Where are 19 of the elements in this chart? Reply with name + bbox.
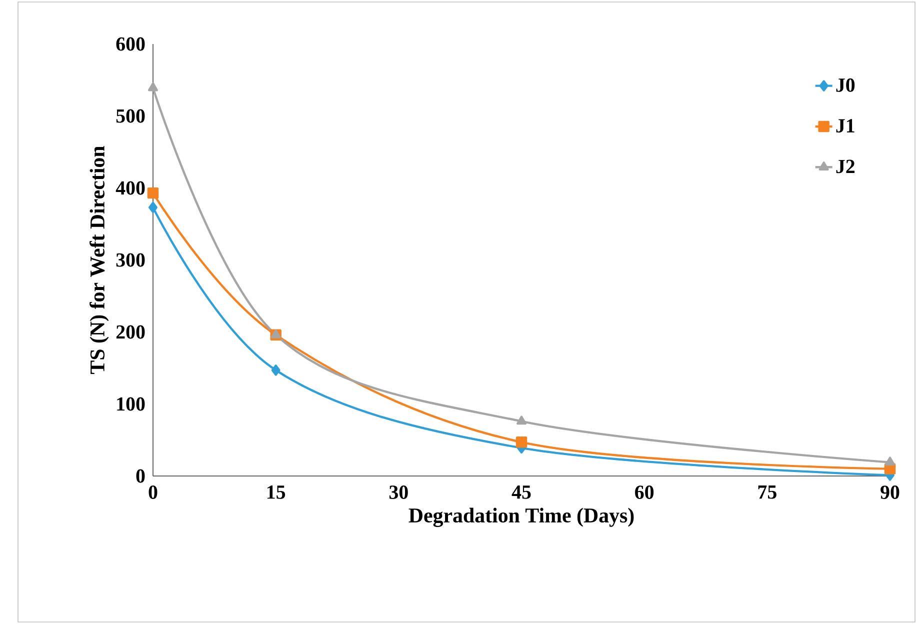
y-tick-label: 600	[116, 37, 145, 51]
x-tick-label: 75	[758, 486, 776, 499]
x-tick-label: 60	[635, 486, 654, 499]
x-axis-title: Degradation Time (Days)	[408, 508, 634, 527]
y-tick-label: 300	[116, 253, 145, 267]
legend-label: J1	[836, 119, 854, 132]
x-tick-label: 45	[512, 486, 531, 499]
y-tick-label: 100	[117, 397, 145, 411]
x-tick-label: 15	[267, 486, 286, 499]
legend-label: J0	[836, 78, 855, 92]
legend-label: J2	[836, 160, 854, 174]
y-tick-label: 200	[116, 325, 145, 339]
x-tick-label: 90	[880, 486, 900, 499]
x-tick-label: 0	[148, 486, 158, 499]
x-tick-label: 30	[389, 486, 408, 499]
y-tick-label: 500	[116, 109, 145, 123]
y-tick-label: 0	[136, 469, 145, 483]
y-axis-title: TS (N) for Weft Direction	[90, 146, 109, 374]
y-tick-label: 400	[116, 181, 145, 195]
